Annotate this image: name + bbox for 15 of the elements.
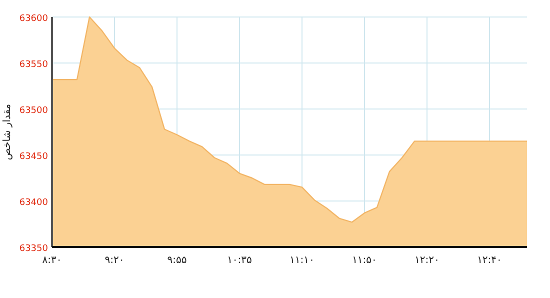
y-tick-label: 63450 bbox=[19, 152, 48, 162]
x-tick-label: ۱۲:۲۰ bbox=[414, 255, 440, 266]
y-tick-label: 63500 bbox=[19, 106, 48, 116]
x-tick-label: ۱۲:۴۰ bbox=[477, 255, 502, 266]
y-tick-label: 63600 bbox=[19, 14, 48, 24]
x-tick-label: ۹:۵۵ bbox=[167, 255, 187, 266]
x-tick-label: ۸:۳۰ bbox=[42, 255, 62, 266]
x-tick-label: ۱۰:۳۵ bbox=[227, 255, 252, 266]
x-tick-label: ۱۱:۵۰ bbox=[352, 255, 377, 266]
y-tick-label: 63350 bbox=[19, 244, 48, 254]
y-tick-label: 63550 bbox=[19, 60, 48, 70]
y-tick-label: 63400 bbox=[19, 198, 48, 208]
x-tick-label: ۱۱:۱۰ bbox=[290, 255, 314, 266]
y-axis-title: مقدار شاخص bbox=[2, 104, 13, 160]
x-tick-label: ۹:۲۰ bbox=[104, 255, 124, 266]
